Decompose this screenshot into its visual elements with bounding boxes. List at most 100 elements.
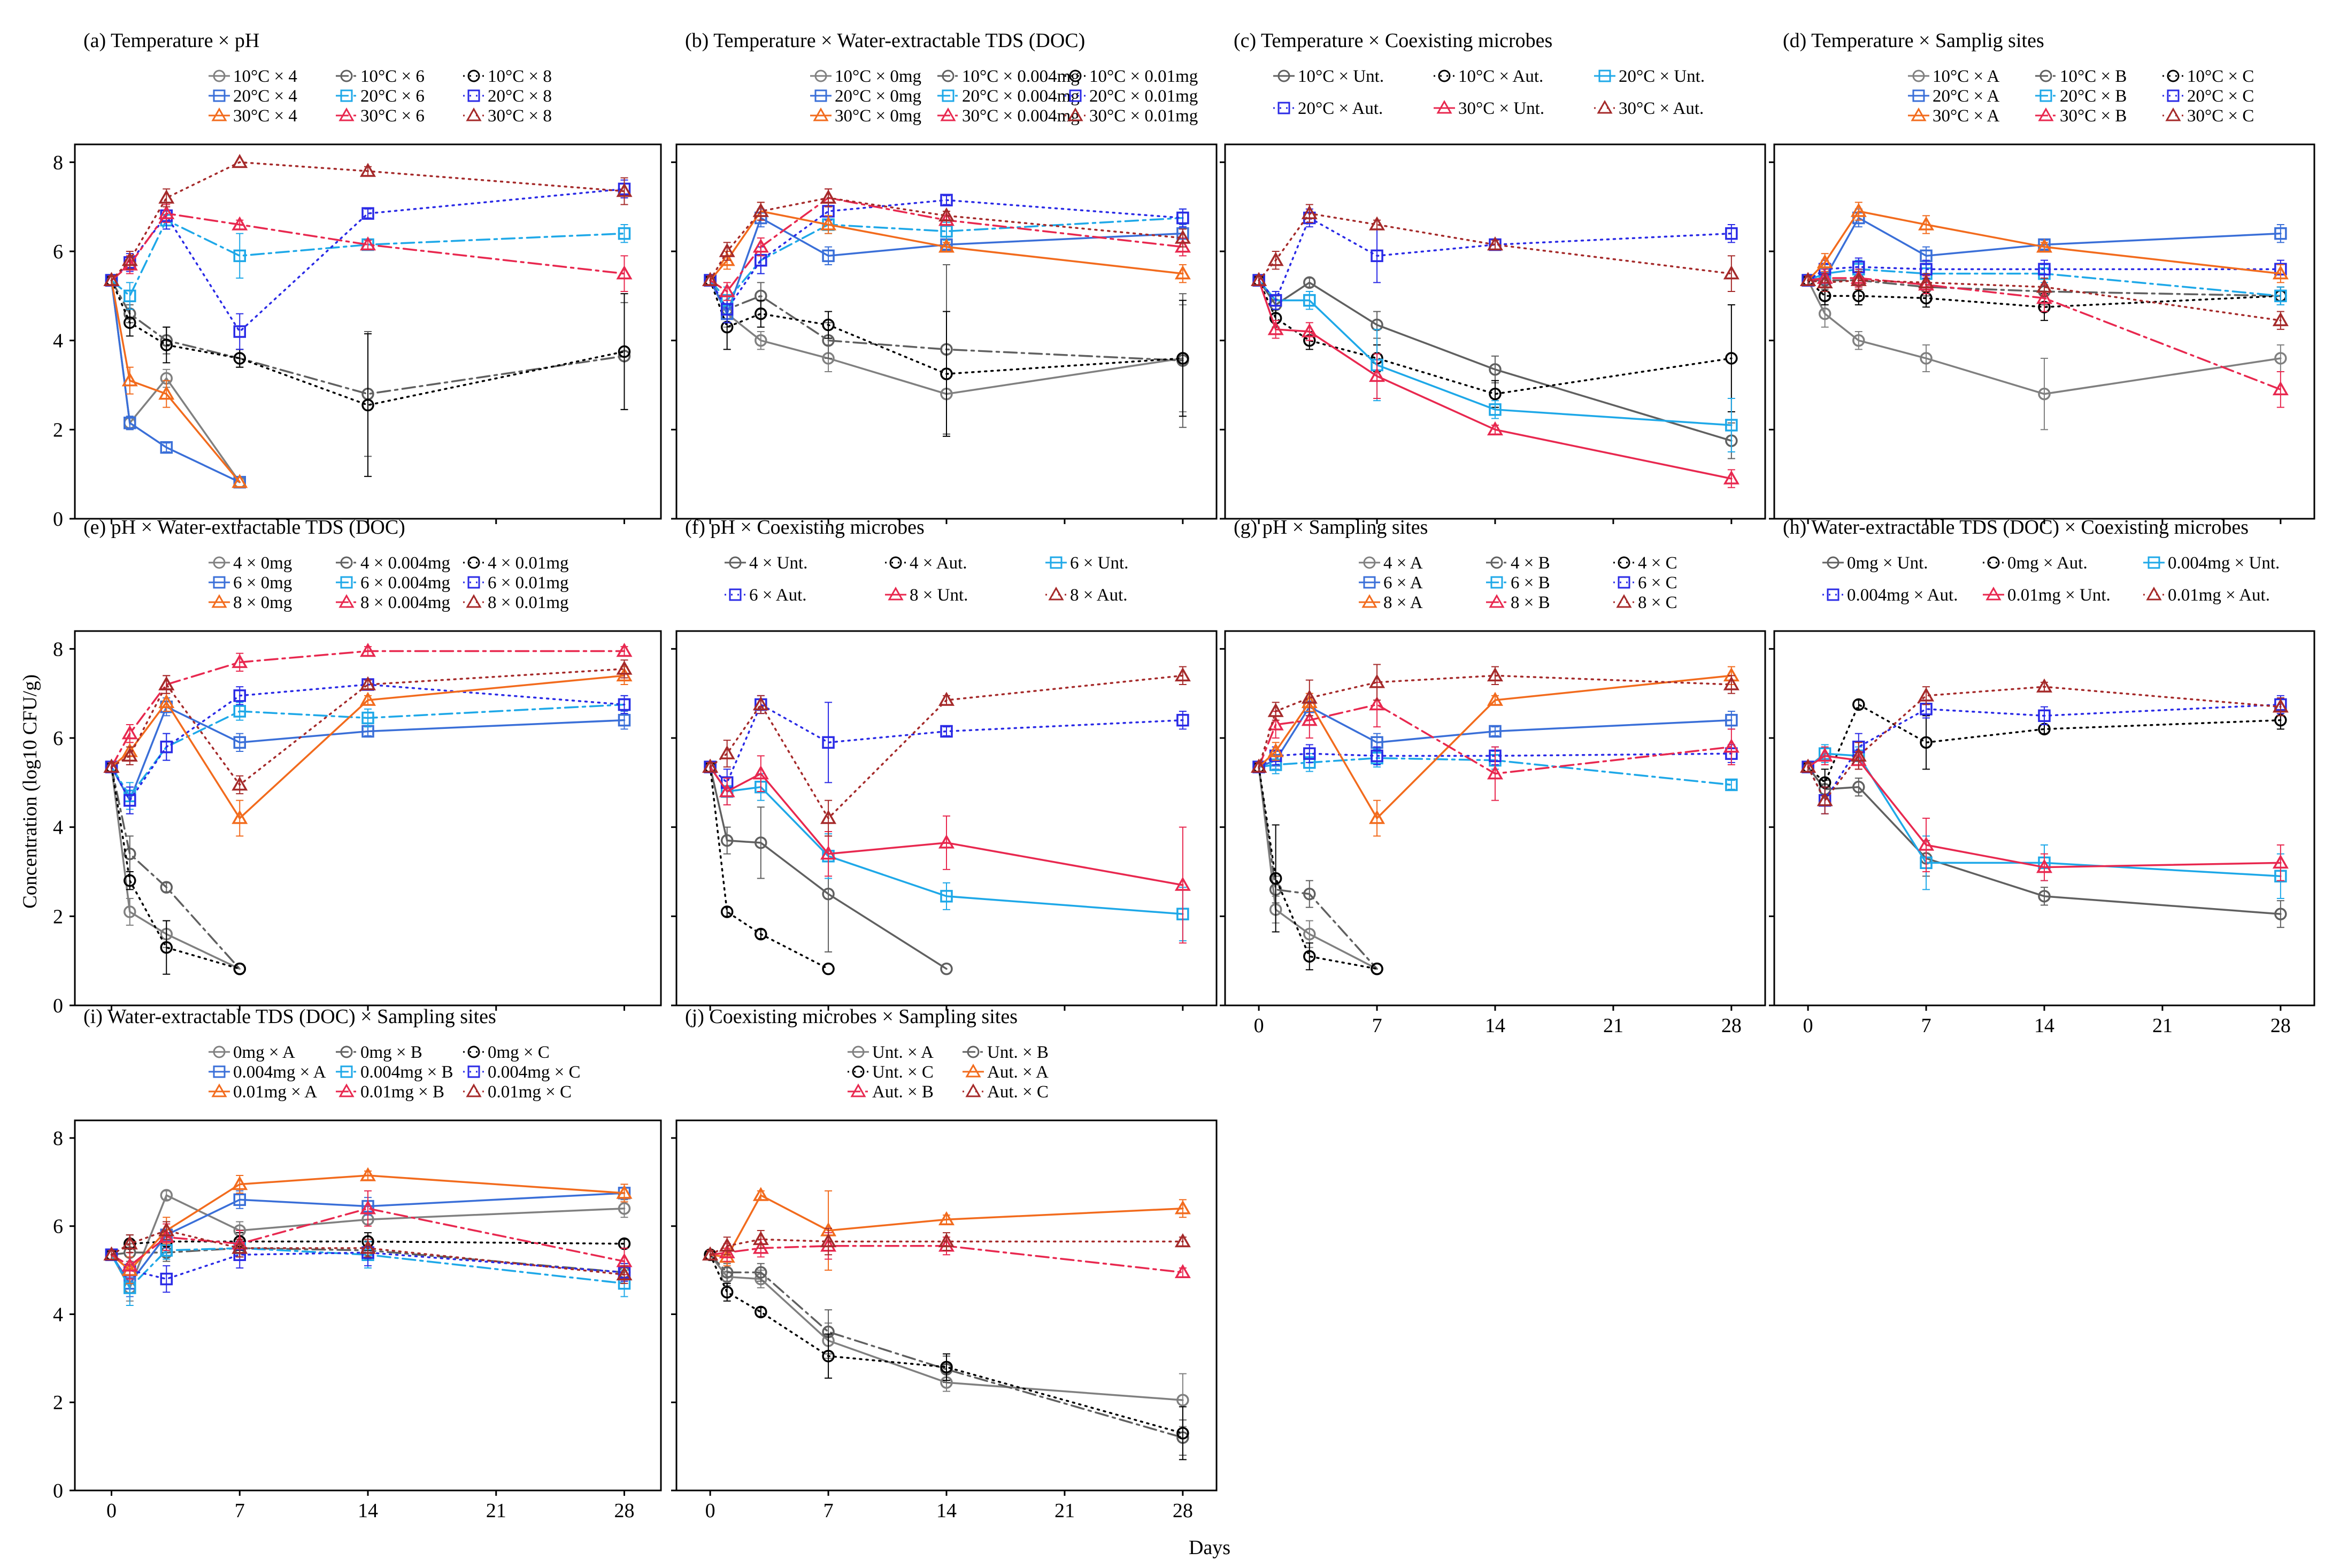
- data-point: [1369, 367, 1385, 382]
- legend-marker: [889, 556, 902, 569]
- x-tick-label: 7: [823, 1500, 834, 1522]
- legend-label: 8 × Aut.: [1070, 586, 1128, 605]
- series-line: [110, 766, 241, 970]
- legend-item: 6 × Unt.: [1045, 554, 1128, 573]
- data-point: [158, 1228, 175, 1243]
- y-tick-label: 2: [53, 905, 63, 928]
- legend-label: 10°C × 8: [488, 67, 552, 86]
- y-tick-label: 6: [53, 1216, 63, 1238]
- legend-marker: [213, 556, 226, 569]
- series: [105, 211, 631, 310]
- x-tick-label: 28: [1173, 1500, 1193, 1522]
- data-point: [1816, 792, 1833, 806]
- data-point: [618, 698, 631, 711]
- panel-title: (c) Temperature × Coexisting microbes: [1234, 29, 1552, 52]
- data-point: [121, 747, 138, 762]
- legend-marker: [1277, 70, 1290, 82]
- x-tick-label: 0: [1803, 1014, 1813, 1037]
- data-point: [1176, 713, 1189, 727]
- legend-item: 8 × 0.004mg: [336, 593, 450, 612]
- series-line: [709, 1254, 1184, 1439]
- data-point: [1850, 747, 1867, 762]
- data-point: [2274, 289, 2287, 303]
- legend-label: 0.01mg × Aut.: [2168, 586, 2270, 605]
- y-tick-label: 4: [53, 330, 63, 352]
- legend-marker: [213, 89, 226, 102]
- legend-label: 20°C × B: [2060, 87, 2127, 106]
- plot-frame: [675, 1119, 1218, 1492]
- legend-label: 20°C × 0mg: [835, 87, 921, 106]
- legend-item: 4 × 0mg: [209, 554, 292, 573]
- data-point: [359, 236, 376, 251]
- legend-label: 30°C × 8: [488, 106, 552, 126]
- data-point: [940, 1361, 953, 1374]
- legend-label: 8 × 0.01mg: [488, 593, 569, 612]
- series: [103, 666, 633, 837]
- data-point: [820, 216, 837, 230]
- data-point: [158, 386, 175, 400]
- data-point: [1816, 254, 1833, 268]
- series-line: [1807, 279, 2282, 308]
- data-point: [1487, 667, 1504, 682]
- legend-label: 8 × Unt.: [910, 586, 968, 605]
- legend-label: 8 × 0.004mg: [360, 593, 450, 612]
- legend: 4 × 0mg 4 × 0.004mg 4 × 0.01mg 6 × 0mg 6 × 0…: [209, 554, 569, 612]
- data-point: [1174, 877, 1191, 891]
- data-point: [1800, 272, 1816, 286]
- data-point: [1267, 703, 1284, 717]
- x-tick-label: 7: [1921, 1014, 1931, 1037]
- data-point: [755, 334, 767, 347]
- data-point: [940, 890, 953, 903]
- data-point: [1918, 687, 1935, 702]
- legend-marker: [1985, 586, 2002, 601]
- panel-title: (b) Temperature × Water-extractable TDS …: [685, 29, 1085, 52]
- legend-marker: [213, 576, 226, 589]
- legend-item: 8 × B: [1486, 593, 1550, 612]
- legend-marker: [1490, 556, 1503, 569]
- series-line: [110, 1240, 626, 1256]
- data-point: [616, 1266, 633, 1281]
- x-tick-label: 7: [235, 1500, 245, 1522]
- legend-label: 0mg × A: [233, 1043, 295, 1062]
- data-point: [232, 474, 248, 488]
- data-point: [752, 1187, 769, 1201]
- legend-marker: [940, 107, 956, 121]
- legend-item: 4 × A: [1359, 554, 1423, 573]
- legend-marker: [2147, 556, 2160, 569]
- legend-item: Unt. × A: [848, 1043, 934, 1062]
- y-tick-label: 0: [53, 508, 63, 531]
- data-point: [719, 1238, 735, 1252]
- legend-label: 6 × 0.004mg: [360, 573, 450, 593]
- legend-item: 10°C × Aut.: [1434, 67, 1543, 86]
- x-tick-label: 21: [486, 1500, 506, 1522]
- legend-item: 4 × Aut.: [885, 554, 967, 573]
- legend-item: 0mg × A: [209, 1043, 295, 1062]
- data-point: [702, 272, 719, 286]
- data-point: [2038, 709, 2051, 722]
- series: [103, 153, 633, 286]
- data-point: [938, 239, 955, 253]
- legend-label: 10°C × Unt.: [1298, 67, 1384, 86]
- data-point: [1487, 421, 1504, 436]
- legend-item: 0.004mg × Unt.: [2143, 554, 2280, 573]
- data-point: [160, 1272, 173, 1286]
- legend-label: 8 × C: [1638, 593, 1677, 612]
- series-line: [110, 212, 626, 281]
- legend-item: 20°C × 0mg: [810, 87, 921, 106]
- data-point: [361, 207, 374, 220]
- panel-b: (b) Temperature × Water-extractable TDS …: [671, 29, 1218, 524]
- legend-item: 10°C × 6: [336, 67, 425, 86]
- legend-label: 4 × B: [1511, 554, 1550, 573]
- series: [704, 760, 953, 975]
- data-point: [616, 1185, 633, 1199]
- legend-marker: [942, 70, 955, 82]
- legend-item: 0.01mg × C: [463, 1082, 572, 1102]
- legend-marker: [1069, 70, 1082, 82]
- data-point: [1489, 725, 1502, 738]
- data-point: [719, 783, 735, 797]
- series: [1802, 695, 2287, 814]
- data-point: [1800, 758, 1816, 773]
- legend-marker: [213, 70, 226, 82]
- data-point: [124, 289, 136, 303]
- data-point: [616, 182, 633, 197]
